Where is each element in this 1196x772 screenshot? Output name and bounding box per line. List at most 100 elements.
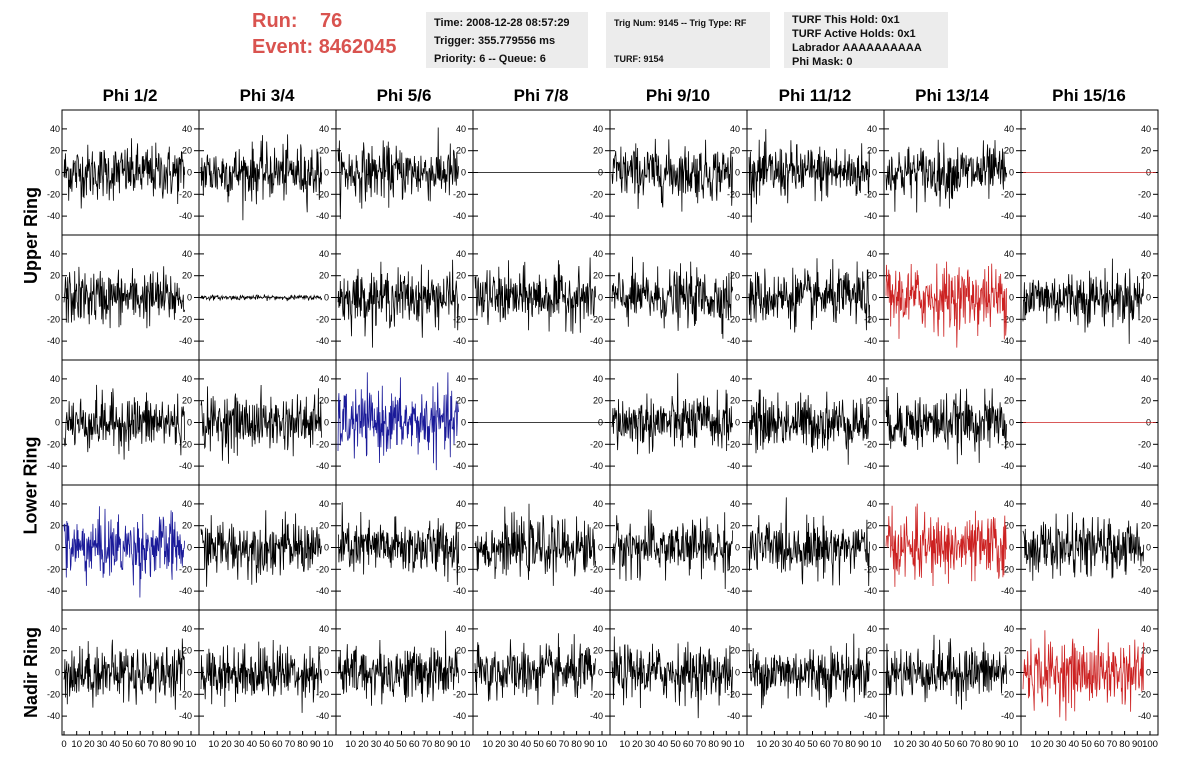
y-tick-label: -40	[179, 586, 192, 596]
y-tick-label: 20	[319, 521, 329, 531]
panel-r2-c1: 40 40 20 20 0 0 -20 -20 -40 -40	[47, 234, 200, 361]
x-tick-label: 50	[533, 739, 544, 750]
x-tick-label: 70	[833, 739, 844, 750]
y-tick-label: 20	[593, 146, 603, 156]
waveform-trace	[474, 257, 596, 334]
turf-hold-line: TURF This Hold: 0x1	[792, 14, 900, 26]
y-tick-label: 0	[55, 293, 60, 303]
y-tick-label: 20	[1141, 396, 1151, 406]
y-tick-label: 40	[319, 624, 329, 634]
waveform-trace	[200, 384, 322, 464]
y-tick-label: 0	[55, 168, 60, 178]
run-value: 76	[320, 10, 343, 32]
y-tick-label: 20	[50, 146, 60, 156]
y-tick-label: -20	[453, 564, 466, 574]
y-tick-label: 0	[55, 543, 60, 553]
panel-r1-c3: 40 20 0 -20 -40	[335, 109, 474, 236]
y-tick-label: -40	[47, 461, 60, 471]
waveform-trace	[611, 256, 733, 339]
y-tick-label: 20	[867, 271, 877, 281]
y-tick-label: 0	[735, 293, 740, 303]
waveform-trace	[748, 497, 870, 587]
y-tick-label: 40	[867, 624, 877, 634]
waveform-trace	[200, 510, 322, 587]
y-tick-label: -20	[453, 689, 466, 699]
waveform-trace	[885, 261, 1007, 348]
trig-num-line: Trig Num: 9145 -- Trig Type: RF	[614, 18, 747, 28]
x-tick-label: 10	[208, 739, 219, 750]
y-tick-label: -40	[179, 211, 192, 221]
y-tick-label: 20	[1004, 646, 1014, 656]
x-tick-label: 90	[1132, 739, 1143, 750]
y-tick-label: -20	[316, 314, 329, 324]
y-tick-label: -20	[47, 189, 60, 199]
y-tick-label: -40	[590, 336, 603, 346]
panel-r1-c2: 40 20 0 -20 -40	[198, 109, 337, 236]
x-tick-label: 70	[970, 739, 981, 750]
y-tick-label: -20	[727, 564, 740, 574]
phi-title-7: Phi 13/14	[915, 86, 989, 105]
y-tick-label: -40	[1138, 461, 1151, 471]
y-tick-label: -40	[316, 461, 329, 471]
x-tick-label: 50	[670, 739, 681, 750]
y-tick-label: 20	[50, 521, 60, 531]
x-tick-label: 10	[323, 739, 334, 750]
y-tick-label: 0	[1009, 668, 1014, 678]
y-tick-label: -20	[179, 689, 192, 699]
y-tick-label: -40	[590, 211, 603, 221]
x-tick-label: 10	[345, 739, 356, 750]
x-tick-label: 30	[508, 739, 519, 750]
y-tick-label: -20	[453, 314, 466, 324]
y-tick-label: 20	[1141, 146, 1151, 156]
panel-r4-c3: 40 20 0 -20 -40	[335, 484, 474, 611]
waveform-trace	[748, 389, 870, 465]
waveform-trace	[1022, 258, 1145, 344]
x-tick-label: 90	[995, 739, 1006, 750]
x-tick-label: 70	[148, 739, 159, 750]
x-tick-label: 10	[460, 739, 471, 750]
waveform-trace	[200, 639, 322, 713]
y-tick-label: -40	[453, 586, 466, 596]
x-tick-label: 100	[1142, 739, 1158, 750]
waveform-trace	[748, 633, 870, 709]
x-tick-label: 10	[482, 739, 493, 750]
y-tick-label: -40	[864, 711, 877, 721]
event-label: Event:	[252, 36, 314, 58]
y-tick-label: -40	[590, 711, 603, 721]
y-tick-label: 40	[456, 499, 466, 509]
x-tick-label: 40	[932, 739, 943, 750]
x-tick-label: 80	[160, 739, 171, 750]
panel-r4-c7: 40 20 0 -20 -40	[883, 484, 1022, 611]
turf-active-line: TURF Active Holds: 0x1	[792, 28, 916, 40]
y-tick-label: -20	[590, 314, 603, 324]
waveform-trace	[63, 506, 185, 598]
x-tick-label: 10	[734, 739, 745, 750]
time-line: Time: 2008-12-28 08:57:29	[434, 17, 570, 29]
panel-r1-c7: 40 20 0 -20 -40	[883, 109, 1022, 236]
y-tick-label: -40	[47, 586, 60, 596]
y-tick-label: 0	[872, 293, 877, 303]
y-tick-label: 0	[187, 543, 192, 553]
waveform-trace	[885, 503, 1007, 587]
waveform-trace	[748, 258, 870, 333]
x-tick-label: 50	[944, 739, 955, 750]
y-tick-label: -20	[864, 439, 877, 449]
y-tick-label: -20	[1001, 689, 1014, 699]
labrador-line: Labrador AAAAAAAAAA	[792, 42, 922, 54]
x-tick-label: 20	[84, 739, 95, 750]
y-tick-label: -20	[864, 314, 877, 324]
y-tick-label: 0	[598, 668, 603, 678]
waveform-trace	[474, 503, 596, 586]
y-tick-label: 20	[456, 646, 466, 656]
y-tick-label: 0	[1009, 543, 1014, 553]
x-tick-label: 40	[247, 739, 258, 750]
panel-r3-c7: 40 20 0 -20 -40	[883, 359, 1022, 486]
y-tick-label: 40	[182, 624, 192, 634]
x-tick-label: 60	[409, 739, 420, 750]
